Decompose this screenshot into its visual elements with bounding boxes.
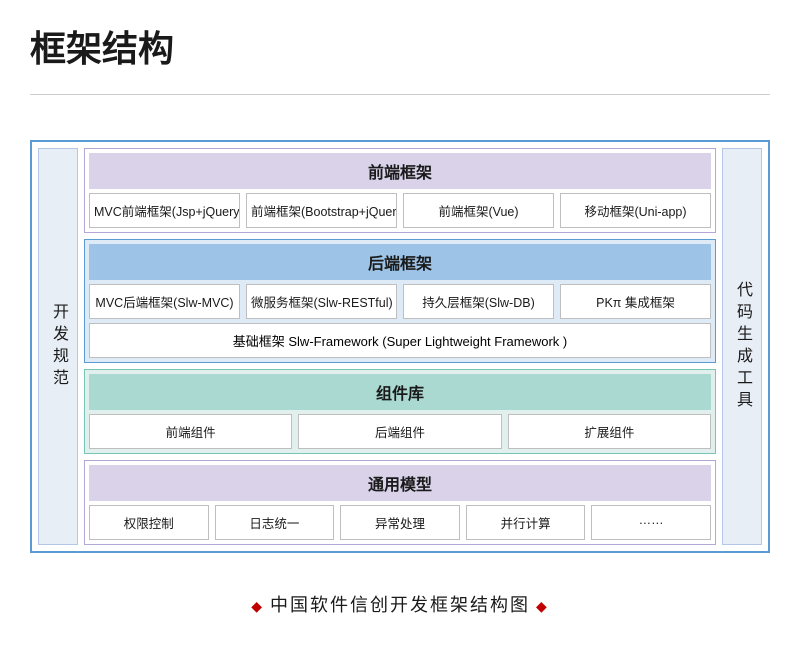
cell: MVC后端框架(Slw-MVC) [89, 284, 240, 319]
section-header-backend: 后端框架 [89, 244, 711, 280]
right-column-codegen: 代码生成工具 [722, 148, 762, 545]
cell: 并行计算 [466, 505, 586, 540]
cell: 后端组件 [298, 414, 501, 449]
section-frontend: 前端框架 MVC前端框架(Jsp+jQuery)前端框架(Bootstrap+jQ… [84, 148, 716, 233]
cell: 前端组件 [89, 414, 292, 449]
cell: 前端框架(Bootstrap+jQuery) [246, 193, 397, 228]
row: 基础框架 Slw-Framework (Super Lightweight Fr… [89, 323, 711, 358]
cell: MVC前端框架(Jsp+jQuery) [89, 193, 240, 228]
diagram-caption: ◆ 中国软件信创开发框架结构图 ◆ [30, 591, 770, 617]
architecture-diagram: 开发规范 前端框架 MVC前端框架(Jsp+jQuery)前端框架(Bootstr… [30, 140, 770, 553]
cell: 前端框架(Vue) [403, 193, 554, 228]
left-column-dev-spec: 开发规范 [38, 148, 78, 545]
cell: 移动框架(Uni-app) [560, 193, 711, 228]
bullet-icon: ◆ [251, 598, 264, 614]
section-header-components: 组件库 [89, 374, 711, 410]
bullet-icon: ◆ [536, 598, 549, 614]
page-title: 框架结构 [30, 20, 770, 72]
section-backend: 后端框架 MVC后端框架(Slw-MVC)微服务框架(Slw-RESTful)持久… [84, 239, 716, 363]
center-column: 前端框架 MVC前端框架(Jsp+jQuery)前端框架(Bootstrap+jQ… [84, 148, 716, 545]
cell: 基础框架 Slw-Framework (Super Lightweight Fr… [89, 323, 711, 358]
row: 权限控制日志统一异常处理并行计算…… [89, 505, 711, 540]
section-header-frontend: 前端框架 [89, 153, 711, 189]
row: 前端组件后端组件扩展组件 [89, 414, 711, 449]
caption-text: 中国软件信创开发框架结构图 [270, 595, 530, 615]
section-header-common: 通用模型 [89, 465, 711, 501]
cell: 日志统一 [215, 505, 335, 540]
section-common: 通用模型权限控制日志统一异常处理并行计算…… [84, 460, 716, 545]
cell: 微服务框架(Slw-RESTful) [246, 284, 397, 319]
cell: PKπ 集成框架 [560, 284, 711, 319]
cell: 权限控制 [89, 505, 209, 540]
row: MVC前端框架(Jsp+jQuery)前端框架(Bootstrap+jQuery… [89, 193, 711, 228]
cell: 扩展组件 [508, 414, 711, 449]
cell: …… [591, 505, 711, 540]
divider [30, 94, 770, 95]
cell: 持久层框架(Slw-DB) [403, 284, 554, 319]
row: MVC后端框架(Slw-MVC)微服务框架(Slw-RESTful)持久层框架(… [89, 284, 711, 319]
section-components: 组件库前端组件后端组件扩展组件 [84, 369, 716, 454]
cell: 异常处理 [340, 505, 460, 540]
